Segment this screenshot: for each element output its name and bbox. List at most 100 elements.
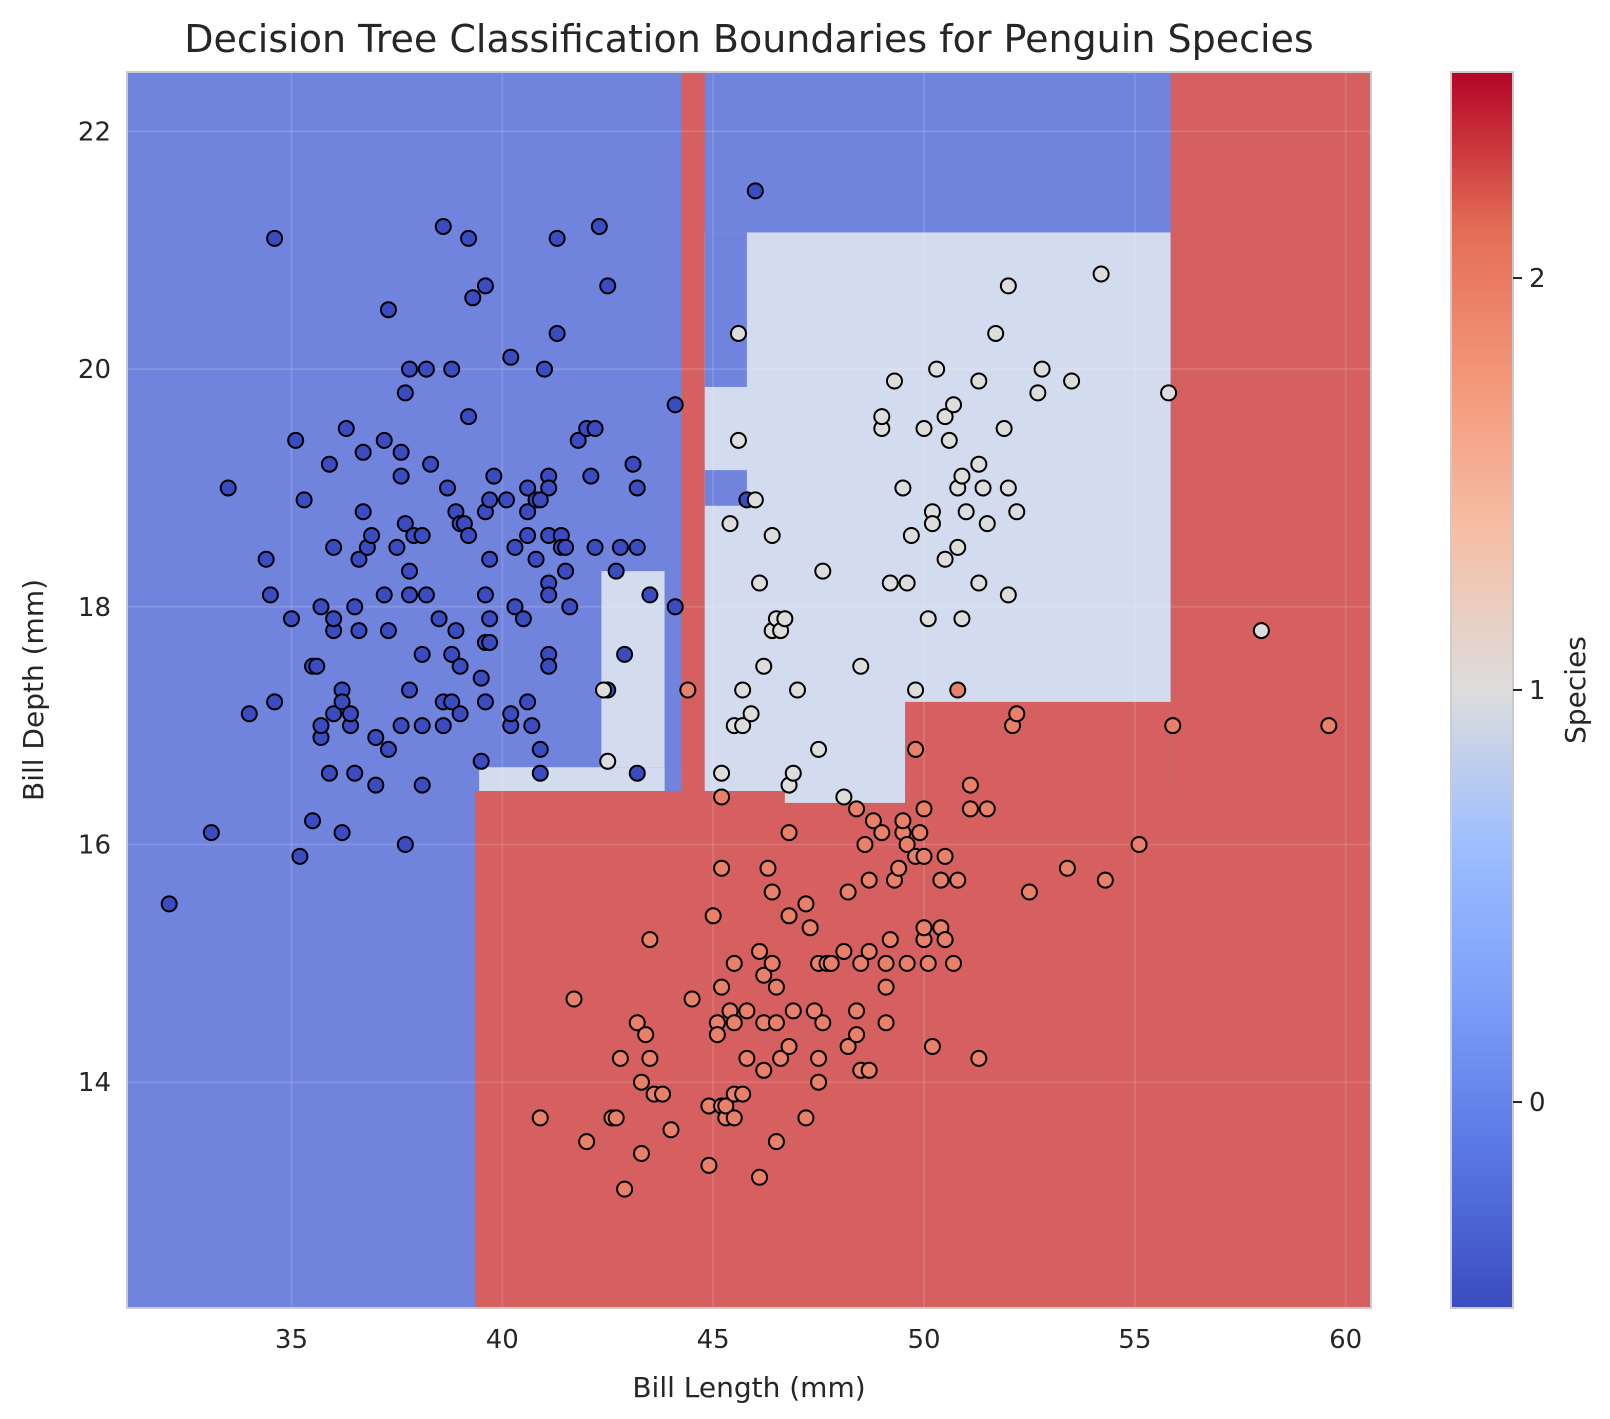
decision-region-class-2 bbox=[1170, 72, 1371, 792]
data-point-class-2 bbox=[759, 859, 777, 877]
data-point-class-0 bbox=[557, 562, 575, 580]
data-point-class-0 bbox=[641, 586, 659, 604]
data-point-class-0 bbox=[531, 491, 549, 509]
data-point-class-0 bbox=[607, 562, 625, 580]
data-point-class-0 bbox=[388, 538, 406, 556]
data-point-class-2 bbox=[767, 978, 785, 996]
data-point-class-1 bbox=[721, 515, 739, 533]
data-point-class-0 bbox=[476, 277, 494, 295]
data-point-class-0 bbox=[447, 622, 465, 640]
data-point-class-1 bbox=[1092, 265, 1110, 283]
data-point-class-0 bbox=[396, 384, 414, 402]
data-point-class-1 bbox=[1008, 503, 1026, 521]
data-point-class-0 bbox=[354, 443, 372, 461]
data-point-class-0 bbox=[506, 598, 524, 616]
data-point-class-1 bbox=[923, 515, 941, 533]
data-point-class-0 bbox=[611, 538, 629, 556]
decision-region-class-1 bbox=[601, 571, 665, 768]
data-point-class-0 bbox=[333, 824, 351, 842]
data-point-class-0 bbox=[396, 515, 414, 533]
data-point-class-0 bbox=[746, 182, 764, 200]
data-point-class-0 bbox=[320, 764, 338, 782]
data-point-class-0 bbox=[434, 717, 452, 735]
data-point-class-0 bbox=[282, 610, 300, 628]
data-point-class-0 bbox=[346, 764, 364, 782]
data-point-class-0 bbox=[460, 527, 478, 544]
data-point-class-2 bbox=[911, 824, 929, 842]
data-point-class-0 bbox=[460, 408, 478, 426]
data-point-class-0 bbox=[392, 467, 410, 485]
data-point-class-0 bbox=[312, 598, 330, 616]
data-point-class-0 bbox=[443, 693, 461, 711]
data-point-class-1 bbox=[902, 527, 920, 544]
data-point-class-0 bbox=[266, 229, 284, 247]
data-point-class-2 bbox=[915, 919, 933, 937]
data-point-class-0 bbox=[337, 420, 355, 438]
data-point-class-2 bbox=[814, 1014, 832, 1032]
data-point-class-1 bbox=[987, 324, 1005, 342]
data-point-class-2 bbox=[860, 942, 878, 960]
data-point-class-2 bbox=[780, 907, 798, 925]
data-point-class-0 bbox=[472, 669, 490, 687]
data-point-class-0 bbox=[535, 360, 553, 378]
data-point-class-0 bbox=[502, 705, 520, 723]
data-point-class-0 bbox=[519, 479, 537, 497]
data-point-class-2 bbox=[810, 1073, 828, 1091]
data-point-class-1 bbox=[734, 717, 752, 735]
plot-frame bbox=[126, 71, 1372, 1309]
data-point-class-0 bbox=[379, 740, 397, 758]
data-point-class-2 bbox=[725, 1109, 743, 1127]
data-point-class-0 bbox=[443, 645, 461, 663]
data-point-class-1 bbox=[729, 324, 747, 342]
data-point-class-1 bbox=[881, 574, 899, 592]
data-point-class-0 bbox=[476, 693, 494, 711]
data-point-class-1 bbox=[974, 479, 992, 497]
data-point-class-0 bbox=[531, 740, 549, 758]
data-point-class-2 bbox=[725, 1014, 743, 1032]
data-point-class-1 bbox=[1033, 360, 1051, 378]
data-point-class-2 bbox=[700, 1156, 718, 1174]
data-point-class-1 bbox=[763, 527, 781, 544]
data-point-class-0 bbox=[401, 586, 419, 604]
data-point-class-2 bbox=[755, 1061, 773, 1079]
data-point-class-2 bbox=[767, 1133, 785, 1151]
data-point-class-0 bbox=[540, 586, 558, 604]
data-point-class-2 bbox=[801, 919, 819, 937]
data-point-class-2 bbox=[945, 954, 963, 972]
data-point-class-0 bbox=[451, 705, 469, 723]
data-point-class-2 bbox=[1008, 705, 1026, 723]
data-point-class-2 bbox=[772, 1049, 790, 1067]
data-point-class-2 bbox=[936, 847, 954, 865]
data-point-class-2 bbox=[1130, 836, 1148, 853]
decision-region-class-2 bbox=[905, 701, 1171, 792]
x-tick-label: 40 bbox=[486, 1325, 519, 1355]
data-point-class-1 bbox=[953, 467, 971, 485]
data-point-class-2 bbox=[734, 1085, 752, 1103]
data-point-class-1 bbox=[713, 764, 731, 782]
data-point-class-2 bbox=[611, 1049, 629, 1067]
data-points bbox=[160, 182, 1338, 1198]
decision-regions bbox=[127, 72, 1371, 1308]
data-point-class-0 bbox=[464, 289, 482, 307]
data-point-class-2 bbox=[654, 1085, 672, 1103]
data-point-class-2 bbox=[738, 1049, 756, 1067]
data-point-class-1 bbox=[595, 681, 613, 699]
data-point-class-2 bbox=[662, 1121, 680, 1139]
x-tick-label: 45 bbox=[697, 1325, 730, 1355]
data-point-class-0 bbox=[472, 752, 490, 770]
data-point-class-0 bbox=[392, 717, 410, 735]
data-point-class-0 bbox=[519, 693, 537, 711]
data-point-class-2 bbox=[578, 1133, 596, 1151]
data-point-class-0 bbox=[582, 467, 600, 485]
data-point-class-0 bbox=[401, 562, 419, 580]
data-point-class-0 bbox=[628, 538, 646, 556]
decision-region-class-1 bbox=[479, 767, 682, 792]
data-point-class-2 bbox=[780, 824, 798, 842]
y-tick-label: 22 bbox=[78, 117, 111, 147]
data-point-class-0 bbox=[392, 443, 410, 461]
data-point-class-0 bbox=[586, 538, 604, 556]
data-point-class-0 bbox=[367, 776, 385, 794]
data-point-class-0 bbox=[333, 693, 351, 711]
data-point-class-0 bbox=[413, 527, 431, 544]
data-point-class-1 bbox=[953, 610, 971, 628]
